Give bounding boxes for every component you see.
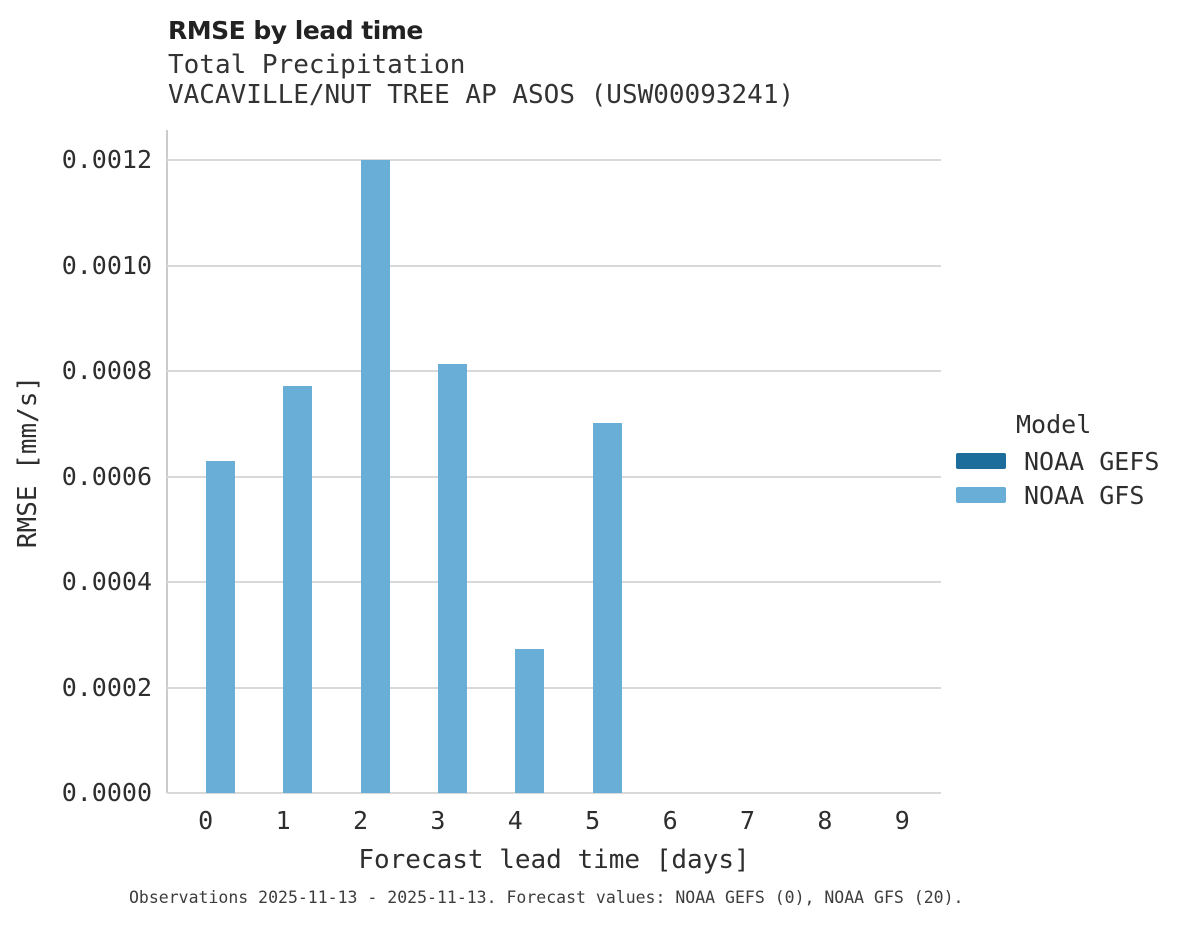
gridline-y-0.0006 bbox=[167, 475, 941, 478]
gridline-y-0.0008 bbox=[167, 370, 941, 373]
x-tick-label-0: 0 bbox=[198, 806, 214, 835]
gridline-y-0.0002 bbox=[167, 686, 941, 689]
x-tick-label-2: 2 bbox=[352, 806, 369, 835]
y-tick-label-0.0010: 0.0010 bbox=[61, 250, 152, 280]
bar-noaa-gfs-day-4 bbox=[515, 649, 545, 793]
x-tick-label-1: 1 bbox=[275, 806, 291, 835]
legend-swatch-noaa-gfs bbox=[956, 487, 1006, 503]
bar-noaa-gfs-day-2 bbox=[360, 160, 390, 793]
footer-note: Observations 2025-11-13 - 2025-11-13. Fo… bbox=[129, 888, 964, 907]
x-tick-label-3: 3 bbox=[430, 806, 446, 835]
chart-subtitle-variable: Total Precipitation bbox=[168, 50, 466, 80]
y-tick-label-0.0008: 0.0008 bbox=[61, 356, 152, 386]
legend-label-noaa-gfs: NOAA GFS bbox=[1024, 480, 1145, 510]
gridline-y-0.0004 bbox=[167, 581, 941, 584]
legend-title: Model bbox=[1016, 410, 1092, 439]
y-tick-label-0.0000: 0.0000 bbox=[61, 778, 152, 807]
gridline-y-0.0000 bbox=[167, 792, 941, 794]
gridline-y-0.0010 bbox=[167, 264, 941, 267]
x-tick-label-8: 8 bbox=[817, 806, 833, 835]
y-tick-label-0.0012: 0.0012 bbox=[61, 145, 152, 175]
x-axis-title: Forecast lead time [days] bbox=[358, 845, 750, 875]
legend-swatch-noaa-gefs bbox=[956, 453, 1006, 469]
y-tick-label-0.0002: 0.0002 bbox=[61, 672, 152, 702]
y-axis-spine bbox=[166, 130, 168, 793]
y-tick-label-0.0006: 0.0006 bbox=[61, 461, 152, 491]
x-tick-label-7: 7 bbox=[739, 806, 756, 835]
y-tick-label-0.0004: 0.0004 bbox=[61, 567, 152, 597]
bar-noaa-gfs-day-5 bbox=[592, 423, 622, 793]
legend-label-noaa-gefs: NOAA GEFS bbox=[1024, 446, 1160, 476]
x-tick-label-4: 4 bbox=[507, 806, 523, 835]
x-tick-label-9: 9 bbox=[894, 806, 910, 835]
plot-area bbox=[166, 130, 941, 794]
bar-noaa-gfs-day-1 bbox=[283, 385, 313, 793]
chart-subtitle-station: VACAVILLE/NUT TREE AP ASOS (USW00093241) bbox=[168, 80, 795, 110]
legend-entry-noaa-gefs: NOAA GEFS bbox=[956, 446, 1160, 476]
bar-noaa-gfs-day-0 bbox=[205, 460, 235, 793]
chart-title: RMSE by lead time bbox=[168, 16, 423, 45]
gridline-y-0.0012 bbox=[167, 159, 941, 162]
bar-noaa-gfs-day-3 bbox=[437, 364, 467, 793]
legend-entry-noaa-gfs: NOAA GFS bbox=[956, 480, 1145, 510]
x-tick-label-5: 5 bbox=[585, 806, 601, 835]
x-tick-label-6: 6 bbox=[662, 806, 678, 835]
